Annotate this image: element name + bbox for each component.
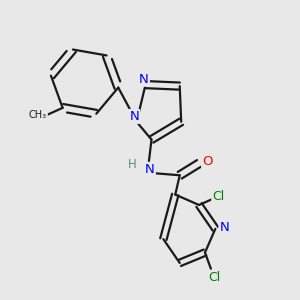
Text: CH₃: CH₃ [29, 110, 47, 120]
Text: H: H [128, 158, 136, 171]
Text: O: O [202, 155, 213, 168]
Text: N: N [219, 221, 229, 234]
Text: N: N [129, 110, 139, 123]
Text: N: N [145, 163, 155, 176]
Text: Cl: Cl [212, 190, 224, 202]
Text: N: N [139, 73, 149, 86]
Text: Cl: Cl [208, 271, 220, 284]
